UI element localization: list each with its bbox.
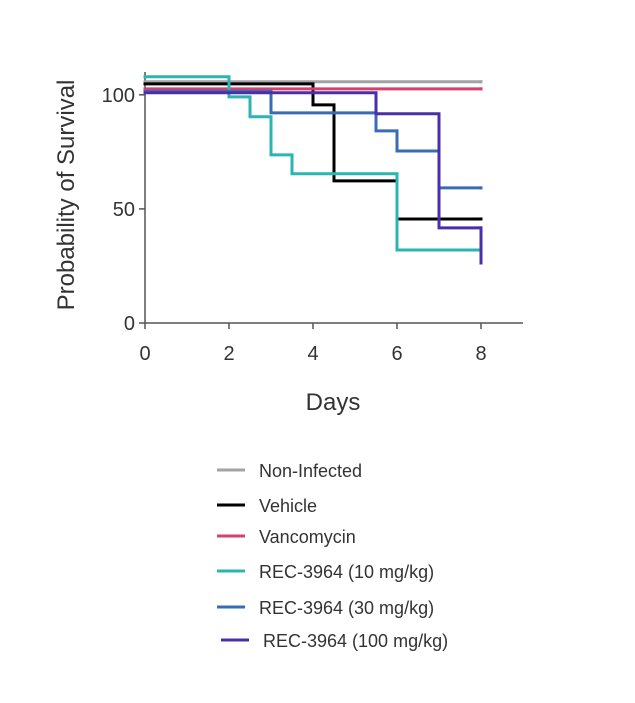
- legend-label: Vancomycin: [259, 527, 356, 547]
- legend-label: REC-3964 (10 mg/kg): [259, 562, 434, 582]
- legend-label: Non-Infected: [259, 461, 362, 481]
- x-tick-label: 4: [307, 343, 318, 365]
- y-axis-label: Probability of Survival: [53, 80, 80, 311]
- legend-label: REC-3964 (100 mg/kg): [263, 631, 448, 651]
- y-tick-label: 100: [102, 85, 135, 107]
- x-tick-label: 6: [391, 343, 402, 365]
- legend-label: REC-3964 (30 mg/kg): [259, 598, 434, 618]
- x-tick-label: 0: [139, 343, 150, 365]
- y-tick-label: 0: [124, 313, 135, 335]
- x-axis-label: Days: [306, 389, 361, 416]
- legend-label: Vehicle: [259, 496, 317, 516]
- x-tick-label: 8: [475, 343, 486, 365]
- y-tick-label: 50: [113, 199, 135, 221]
- x-tick-label: 2: [223, 343, 234, 365]
